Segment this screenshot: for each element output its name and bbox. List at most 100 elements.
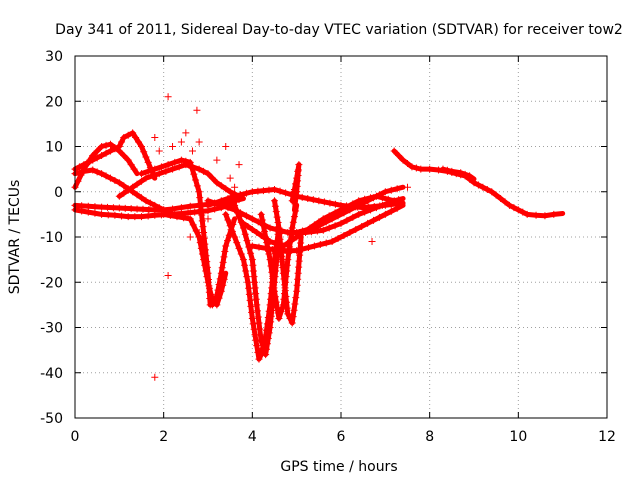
data-point: [293, 287, 301, 295]
data-point: [132, 133, 140, 141]
data-point: [297, 239, 305, 247]
data-point: [244, 278, 252, 286]
data-point: [207, 290, 215, 298]
data-point: [233, 239, 241, 247]
data-point: [78, 202, 86, 210]
data-point: [208, 296, 216, 304]
data-point: [278, 258, 286, 266]
outlier-point: [226, 174, 234, 182]
data-point: [98, 143, 106, 150]
data-point: [492, 191, 500, 199]
data-point: [162, 167, 170, 175]
data-point: [102, 141, 110, 149]
data-point: [138, 213, 145, 221]
data-point: [272, 225, 280, 233]
data-point: [224, 204, 232, 212]
y-tick-label: 30: [45, 49, 63, 65]
data-point: [86, 156, 94, 164]
data-point: [282, 189, 290, 197]
data-point: [268, 245, 276, 253]
data-point: [514, 206, 522, 214]
data-point: [381, 201, 389, 209]
data-point: [121, 204, 129, 212]
data-point: [254, 313, 262, 321]
x-axis-label: GPS time / hours: [280, 459, 397, 475]
data-point: [505, 201, 513, 209]
axis-ticks: 0 2 4 6 8 10 12 -50 -40 -30 -20 -10 0 10 20 30: [40, 49, 616, 445]
data-point: [479, 183, 487, 191]
data-point: [217, 287, 225, 295]
data-point: [262, 235, 270, 243]
data-point: [288, 319, 296, 327]
data-point: [279, 242, 287, 250]
data-point: [129, 183, 137, 191]
x-tick-label: 10: [509, 429, 527, 445]
data-point: [457, 169, 465, 177]
data-point: [191, 208, 199, 216]
data-point: [204, 170, 212, 178]
data-point: [248, 256, 256, 264]
data-point: [184, 209, 192, 217]
data-point: [195, 165, 203, 173]
data-point: [352, 203, 360, 211]
data-point: [283, 304, 291, 312]
data-point: [106, 147, 114, 155]
series-outliers: [151, 93, 411, 381]
data-point: [224, 216, 232, 224]
data-point: [98, 203, 106, 211]
data-point: [130, 165, 138, 173]
y-tick-label: -40: [40, 366, 63, 382]
series-arc-e: [71, 166, 176, 217]
data-point: [393, 185, 401, 193]
data-point: [242, 212, 250, 220]
data-point: [474, 181, 482, 189]
data-point: [417, 165, 425, 173]
data-point: [243, 273, 251, 281]
data-point: [293, 281, 301, 289]
data-point: [140, 148, 148, 156]
series-arc-q: [293, 184, 406, 236]
grid-lines: [75, 56, 607, 418]
data-point: [290, 306, 298, 314]
data-point: [259, 187, 267, 195]
data-point: [138, 177, 145, 185]
data-point: [267, 262, 275, 270]
data-point: [249, 320, 257, 328]
data-point: [255, 319, 263, 327]
data-point: [249, 267, 257, 275]
data-point: [155, 170, 163, 178]
data-point: [395, 152, 403, 160]
data-point: [254, 218, 262, 226]
data-point: [231, 206, 239, 214]
data-point: [550, 210, 558, 218]
outlier-point: [404, 183, 411, 191]
data-point: [145, 206, 153, 214]
y-tick-label: 0: [54, 185, 63, 201]
data-point: [304, 195, 312, 203]
data-point: [131, 213, 139, 221]
data-point: [393, 204, 401, 212]
data-point: [198, 250, 206, 258]
data-point: [142, 197, 150, 205]
data-point: [220, 275, 228, 283]
data-point: [166, 212, 174, 220]
data-point: [186, 202, 194, 210]
data-point: [274, 309, 282, 317]
data-point: [213, 301, 221, 309]
data-point: [135, 138, 143, 146]
data-point: [270, 281, 278, 289]
data-point: [310, 242, 318, 250]
data-point: [142, 153, 150, 161]
x-tick-label: 12: [598, 429, 616, 445]
data-point: [188, 164, 196, 172]
data-point: [269, 275, 277, 283]
data-point: [254, 307, 262, 315]
data-point: [387, 186, 395, 194]
data-point: [275, 314, 283, 322]
data-point: [217, 197, 225, 205]
data-point: [271, 293, 279, 301]
data-point: [265, 186, 273, 194]
data-point: [89, 166, 97, 174]
data-point: [243, 237, 251, 245]
data-point: [375, 213, 383, 221]
